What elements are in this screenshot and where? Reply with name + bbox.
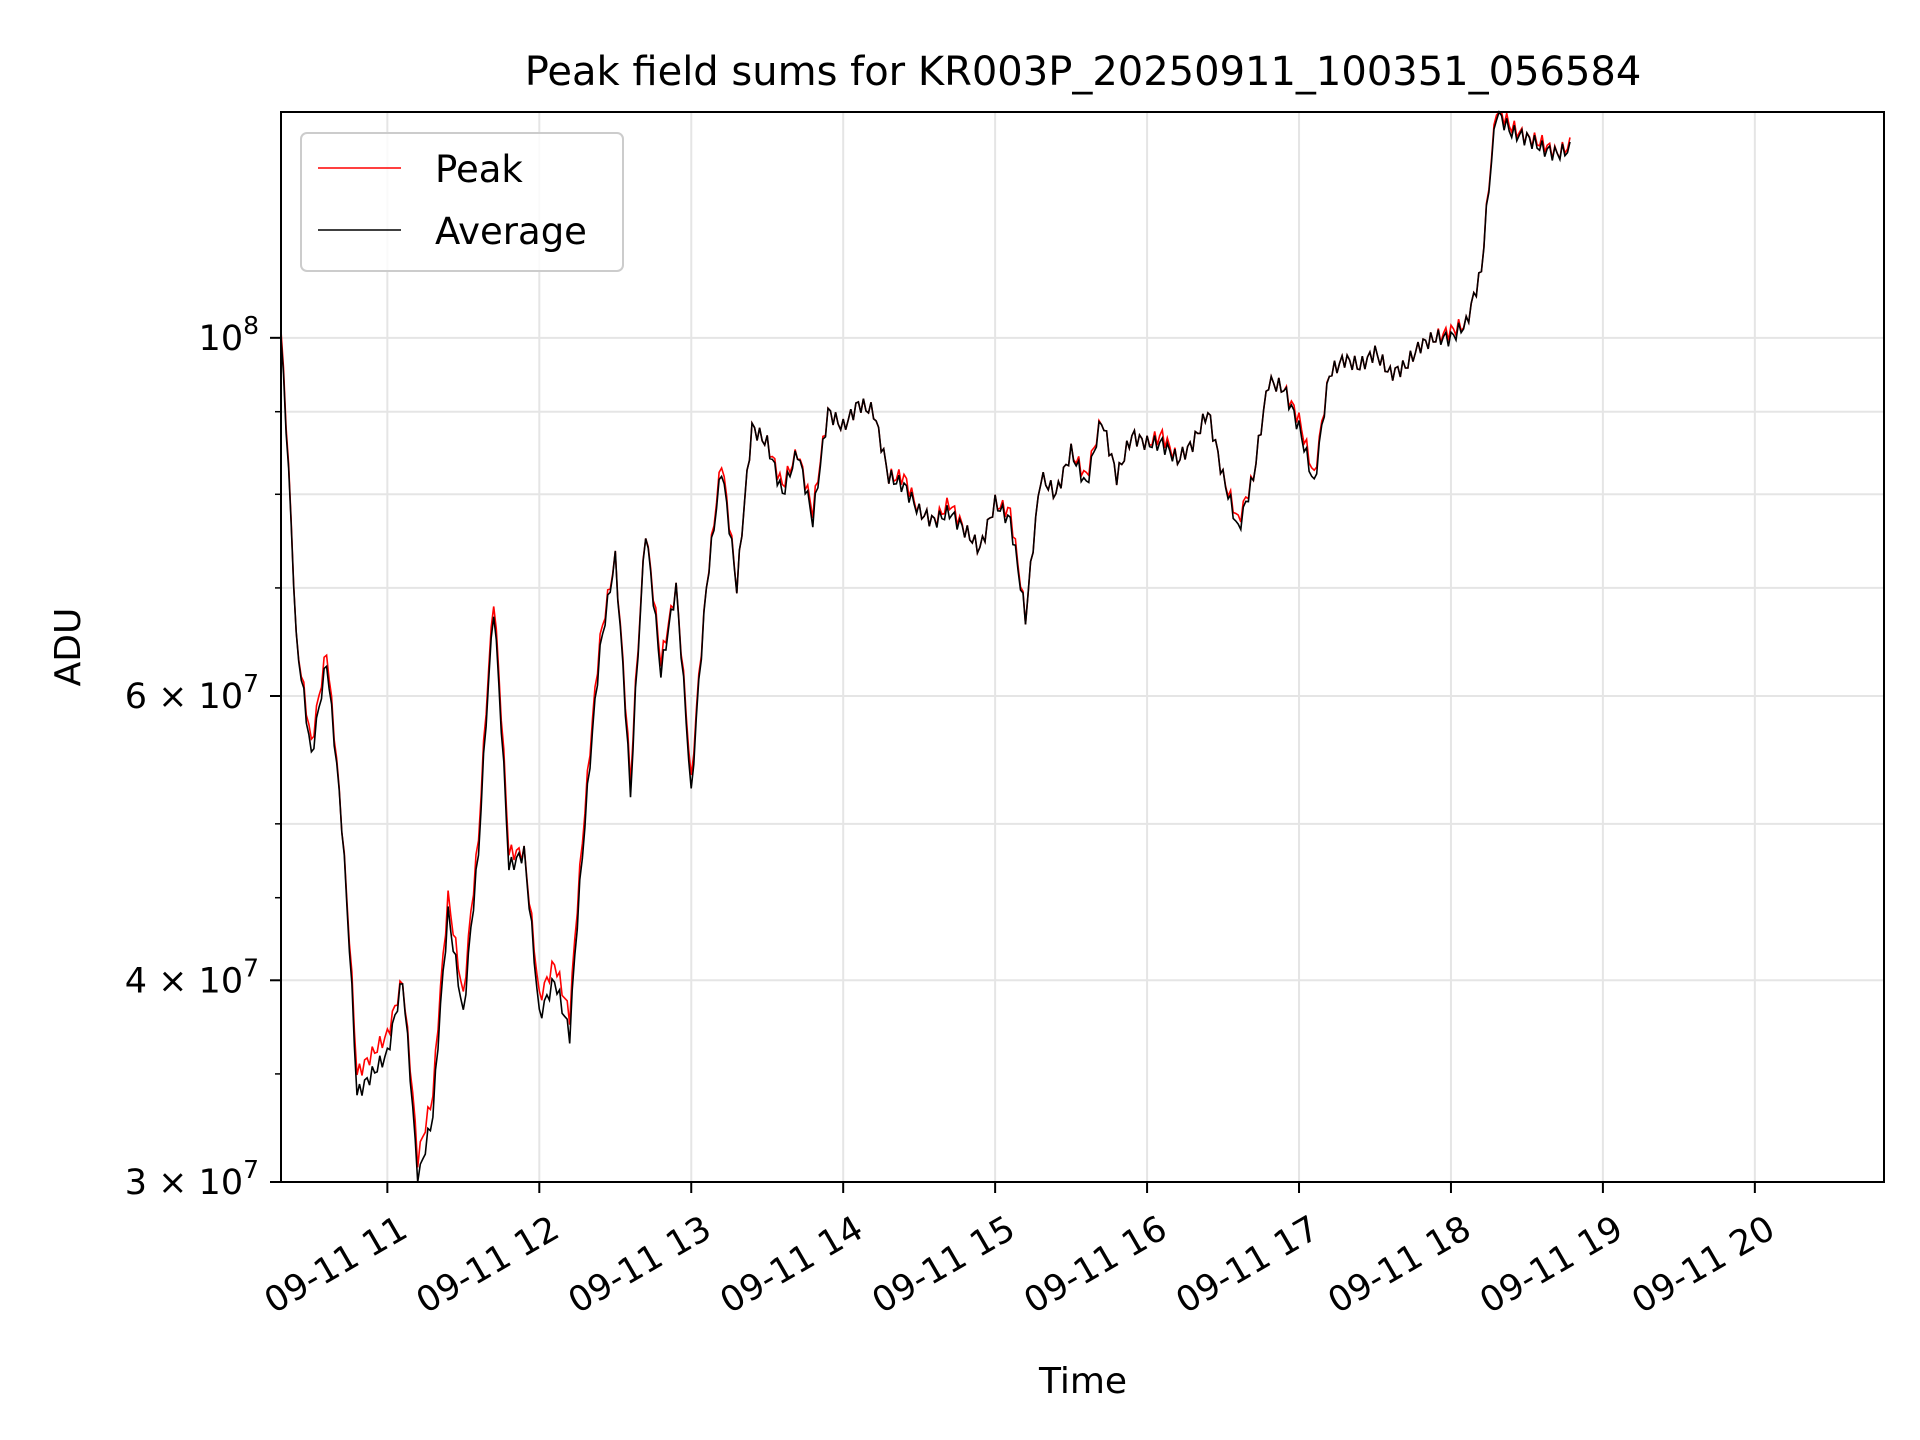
legend-label-peak: Peak [435, 148, 523, 191]
y-tick-label: 4 × 107 [125, 953, 259, 1001]
legend-label-average: Average [435, 210, 587, 253]
y-tick-label: 3 × 107 [125, 1155, 259, 1203]
legend: Peak Average [300, 132, 624, 272]
y-axis: 3 × 107 4 × 107 6 × 107 108 [125, 311, 281, 1203]
y-tick-label: 108 [199, 311, 259, 359]
grid [281, 112, 1884, 1182]
y-tick-label: 6 × 107 [125, 669, 259, 717]
y-axis-label: ADU [48, 608, 89, 687]
series-layer [280, 110, 1571, 1183]
x-axis-label: Time [1038, 1361, 1127, 1402]
plot-frame [280, 111, 1885, 1183]
chart-title: Peak field sums for KR003P_20250911_1003… [525, 49, 1642, 95]
series-line-average [280, 110, 1571, 1183]
